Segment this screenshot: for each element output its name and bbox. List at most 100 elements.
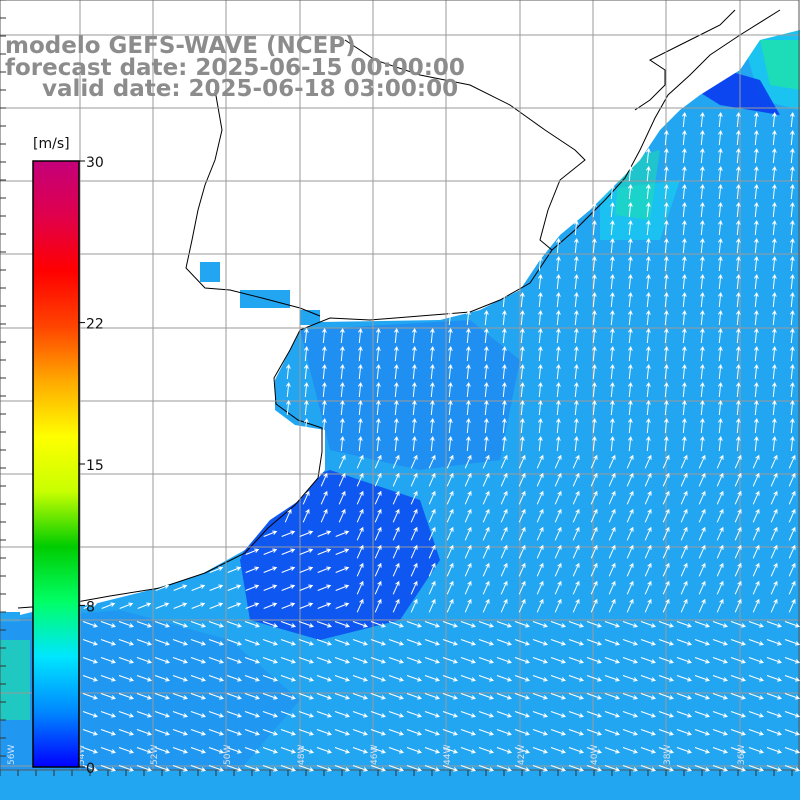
wind-arrow xyxy=(645,363,651,380)
wind-arrow xyxy=(626,508,634,523)
wind-arrow xyxy=(788,508,796,523)
wind-arrow xyxy=(676,711,692,718)
wind-arrow xyxy=(227,602,242,609)
wind-arrow xyxy=(464,454,472,469)
wind-arrow xyxy=(424,657,440,664)
wind-arrow xyxy=(770,454,778,469)
wind-arrow xyxy=(735,219,741,236)
wind-arrow xyxy=(627,345,633,362)
wind-arrow xyxy=(518,598,526,613)
wind-arrow xyxy=(406,639,422,646)
wind-arrow xyxy=(591,219,597,236)
wind-arrow xyxy=(483,309,489,326)
wind-arrow xyxy=(514,639,530,646)
wind-arrow xyxy=(717,435,723,452)
wind-arrow xyxy=(662,562,670,577)
wind-arrow xyxy=(608,508,616,523)
wind-arrow xyxy=(735,255,741,272)
wind-arrow xyxy=(298,747,314,754)
wind-arrow xyxy=(730,639,746,646)
wind-arrow xyxy=(789,147,795,164)
wind-arrow xyxy=(465,381,471,398)
wind-arrow xyxy=(244,639,260,646)
wind-arrow xyxy=(190,747,206,754)
wind-arrow xyxy=(172,765,188,772)
wind-arrow xyxy=(284,508,292,523)
wind-arrow xyxy=(519,291,525,308)
wind-arrow xyxy=(586,765,602,772)
wind-arrow xyxy=(555,255,561,272)
wind-arrow xyxy=(789,435,795,452)
wind-arrow xyxy=(429,435,435,452)
wind-arrow xyxy=(784,657,800,664)
wind-arrow xyxy=(334,693,350,700)
wind-arrow xyxy=(532,747,548,754)
wind-arrow xyxy=(500,580,508,595)
wind-arrow xyxy=(663,327,669,344)
wind-arrow xyxy=(352,657,368,664)
wind-arrow xyxy=(537,381,543,398)
wind-arrow xyxy=(298,621,314,628)
wind-arrow xyxy=(550,765,566,772)
wind-arrow xyxy=(712,729,728,736)
wind-arrow xyxy=(519,363,525,380)
wind-arrow xyxy=(608,526,616,541)
wind-arrow xyxy=(447,399,453,416)
wind-arrow xyxy=(501,291,507,308)
wind-arrow xyxy=(730,711,746,718)
wind-arrow xyxy=(460,765,476,772)
wind-arrow xyxy=(753,417,759,434)
wind-arrow xyxy=(316,657,332,664)
wind-arrow xyxy=(658,747,674,754)
wind-arrow xyxy=(155,584,170,591)
wind-arrow xyxy=(537,273,543,290)
wind-arrow xyxy=(374,598,382,613)
wind-arrow xyxy=(464,508,472,523)
wind-arrow xyxy=(316,729,332,736)
wind-arrow xyxy=(518,580,526,595)
wind-arrow xyxy=(591,435,597,452)
wind-arrow xyxy=(645,345,651,362)
wind-arrow xyxy=(82,711,98,718)
wind-arrow xyxy=(338,490,346,505)
wind-arrow xyxy=(663,399,669,416)
wind-arrow xyxy=(321,327,327,344)
wind-arrow xyxy=(555,417,561,434)
wind-arrow xyxy=(609,255,615,272)
wind-arrow xyxy=(500,544,508,559)
wind-arrow xyxy=(788,544,796,559)
wind-arrow xyxy=(663,183,669,200)
wind-arrow xyxy=(447,381,453,398)
wind-arrow xyxy=(573,327,579,344)
wind-arrow xyxy=(590,472,598,487)
wind-arrow xyxy=(82,639,98,646)
wind-arrow xyxy=(316,639,332,646)
wind-arrow xyxy=(298,693,314,700)
wind-arrow xyxy=(699,183,705,200)
wind-arrow xyxy=(375,345,381,362)
wind-arrow xyxy=(627,165,633,182)
wind-arrow xyxy=(370,639,386,646)
wind-arrow xyxy=(586,747,602,754)
wind-arrow xyxy=(446,454,454,469)
wind-arrow xyxy=(519,417,525,434)
wind-arrow xyxy=(302,508,310,523)
wind-arrow xyxy=(735,165,741,182)
wind-arrow xyxy=(285,399,291,416)
wind-arrow xyxy=(406,747,422,754)
wind-arrow xyxy=(789,399,795,416)
wind-arrow xyxy=(644,544,652,559)
wind-arrow xyxy=(681,147,687,164)
wind-arrow xyxy=(519,327,525,344)
wind-arrow xyxy=(532,621,548,628)
wind-arrow xyxy=(766,693,782,700)
wind-arrow xyxy=(339,381,345,398)
wind-arrow xyxy=(568,729,584,736)
wind-arrow xyxy=(428,490,436,505)
wind-arrow xyxy=(244,675,260,682)
wind-arrow xyxy=(352,639,368,646)
wind-arrow xyxy=(550,729,566,736)
wind-arrow xyxy=(299,602,314,609)
wind-arrow xyxy=(771,327,777,344)
wind-arrow xyxy=(771,399,777,416)
